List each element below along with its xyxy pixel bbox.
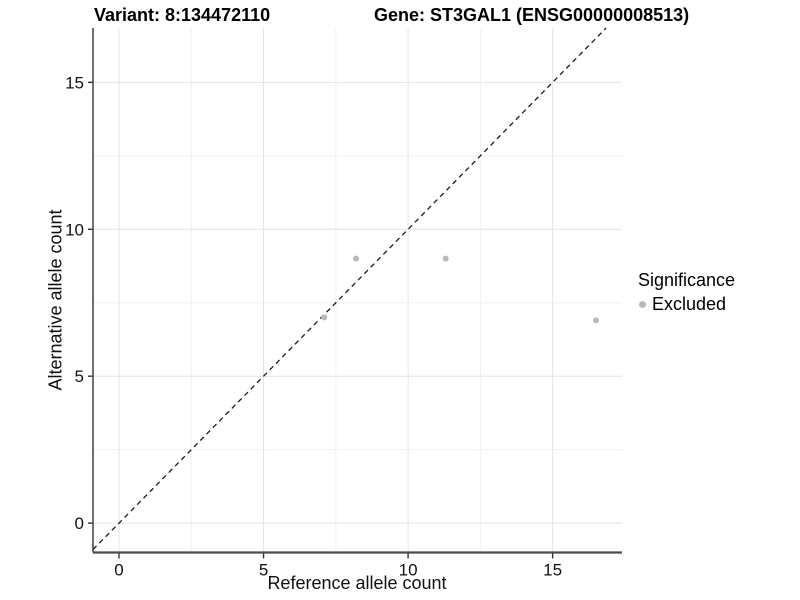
x-tick-label: 5 [259, 561, 268, 580]
data-point [592, 317, 599, 324]
y-tick-label: 15 [65, 73, 84, 92]
y-axis-title: Alternative allele count [45, 209, 66, 391]
legend: Significance Excluded [638, 270, 735, 315]
gene-title: Gene: ST3GAL1 (ENSG00000008513) [374, 5, 690, 25]
legend-item-label: Excluded [652, 294, 727, 314]
data-point [321, 314, 328, 321]
legend-title: Significance [638, 270, 736, 290]
data-point [442, 255, 449, 262]
x-axis-title: Reference allele count [267, 573, 447, 593]
data-point [353, 255, 360, 262]
y-tick-label: 10 [65, 220, 84, 239]
identity-line [92, 27, 607, 551]
legend-key-dot [639, 301, 646, 308]
x-tick-label: 0 [114, 561, 123, 580]
x-tick-label: 10 [399, 561, 418, 580]
y-tick-label: 0 [75, 514, 84, 533]
legend-item-excluded: Excluded [639, 294, 735, 315]
x-tick-label: 15 [543, 561, 562, 580]
variant-title: Variant: 8:134472110 [94, 5, 271, 25]
y-tick-label: 5 [75, 367, 84, 386]
